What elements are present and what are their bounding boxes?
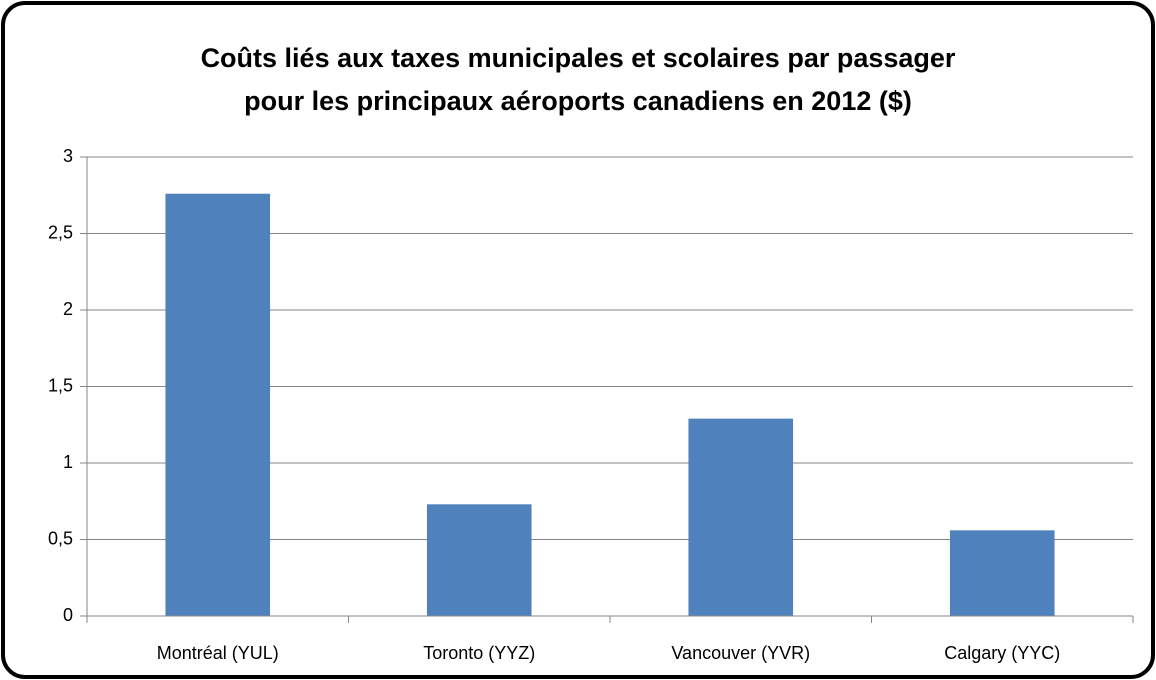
bar [165, 193, 271, 616]
y-tick-label: 0 [63, 605, 73, 625]
chart-title: pour les principaux aéroports canadiens … [244, 86, 912, 116]
y-tick-label: 1,5 [48, 375, 73, 395]
x-tick-label: Calgary (YYC) [944, 643, 1060, 663]
bar [426, 504, 532, 616]
y-tick-label: 0,5 [48, 528, 73, 548]
y-tick-label: 2,5 [48, 222, 73, 242]
y-tick-label: 3 [63, 146, 73, 166]
bar [688, 418, 794, 616]
y-tick-label: 2 [63, 299, 73, 319]
chart-title: Coûts liés aux taxes municipales et scol… [201, 43, 956, 73]
x-tick-label: Montréal (YUL) [157, 643, 279, 663]
x-tick-label: Vancouver (YVR) [671, 643, 810, 663]
y-tick-label: 1 [63, 452, 73, 472]
x-tick-label: Toronto (YYZ) [423, 643, 535, 663]
bar [949, 530, 1055, 616]
